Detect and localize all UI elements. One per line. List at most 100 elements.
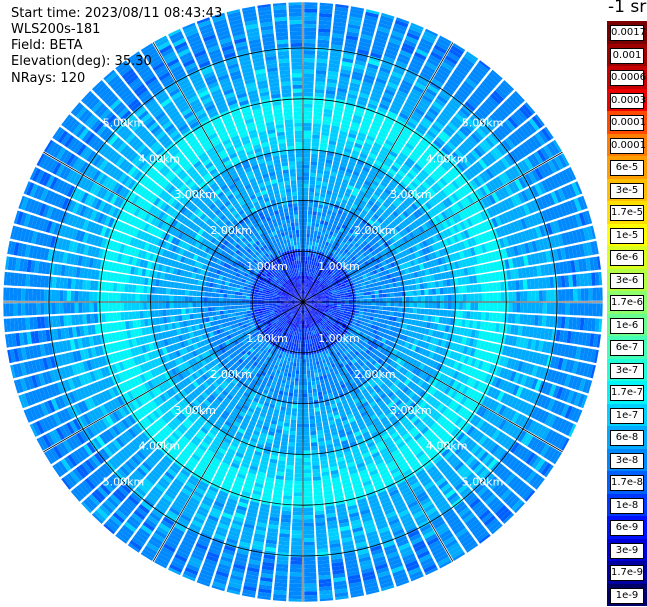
range-gate-cell (505, 494, 518, 506)
range-gate-cell (342, 315, 347, 319)
range-gate-cell (166, 281, 172, 288)
range-gate-cell (294, 381, 299, 386)
range-gate-cell (350, 338, 356, 343)
range-gate-cell (435, 477, 447, 487)
range-gate-cell (408, 313, 413, 319)
range-gate-cell (531, 302, 536, 314)
range-gate-cell (257, 308, 262, 312)
range-gate-cell (306, 358, 310, 363)
range-gate-cell (306, 370, 311, 375)
range-gate-cell (310, 304, 314, 306)
range-gate-cell (337, 317, 342, 321)
range-gate-cell (299, 328, 302, 333)
range-gate-cell (433, 323, 439, 330)
range-gate-cell (527, 351, 534, 363)
range-gate-cell (242, 289, 248, 293)
range-gate-cell (348, 304, 353, 307)
range-gate-cell (485, 425, 495, 436)
range-gate-cell (311, 377, 316, 382)
range-gate-cell (104, 302, 109, 312)
range-gate-cell (355, 322, 360, 327)
range-gate-cell (307, 343, 310, 348)
range-gate-cell (466, 377, 474, 387)
range-gate-cell (335, 326, 340, 331)
range-gate-cell (288, 353, 292, 358)
range-gate-cell (303, 404, 309, 409)
range-gate-cell (204, 292, 209, 297)
range-gate-cell (131, 293, 136, 302)
range-gate-cell (281, 510, 292, 515)
range-gate-cell (344, 308, 349, 312)
range-gate-cell (392, 349, 398, 355)
range-gate-cell (318, 395, 324, 400)
range-gate-cell (478, 330, 484, 340)
range-gate-cell (162, 316, 168, 324)
range-gate-cell (32, 288, 37, 301)
range-gate-cell (250, 307, 254, 311)
range-gate-cell (510, 459, 522, 472)
range-gate-cell (402, 432, 411, 441)
range-gate-cell (334, 314, 339, 318)
range-gate-cell (509, 359, 517, 370)
range-gate-cell (294, 354, 298, 359)
range-gate-cell (523, 302, 528, 313)
range-gate-cell (174, 282, 179, 289)
range-gate-cell (242, 292, 247, 296)
range-gate-cell (339, 333, 345, 338)
range-gate-cell (289, 388, 294, 393)
range-gate-cell (306, 332, 309, 337)
range-gate-cell (234, 295, 239, 299)
range-gate-cell (454, 461, 464, 472)
range-gate-cell (238, 305, 243, 309)
range-gate-cell (322, 312, 327, 316)
range-gate-cell (461, 336, 467, 345)
range-gate-cell (169, 295, 174, 302)
range-gate-cell (297, 351, 301, 356)
range-gate-cell (567, 375, 575, 389)
range-gate-cell (424, 308, 429, 315)
range-gate-cell (212, 316, 218, 321)
range-gate-cell (473, 416, 482, 427)
range-gate-cell (325, 315, 330, 319)
range-gate-cell (484, 373, 492, 384)
range-gate-cell (181, 314, 187, 321)
range-gate-cell (356, 302, 361, 305)
range-gate-cell (284, 368, 289, 373)
range-gate-cell (78, 314, 84, 325)
range-gate-cell (431, 344, 437, 352)
range-gate-cell (456, 353, 463, 362)
range-gate-cell (286, 461, 294, 466)
range-gate-cell (315, 316, 319, 320)
range-gate-cell (306, 362, 310, 367)
range-gate-cell (401, 418, 410, 426)
range-gate-cell (476, 321, 481, 330)
range-gate-cell (303, 442, 310, 447)
range-gate-cell (339, 344, 344, 350)
range-gate-cell (109, 312, 114, 322)
range-gate-cell (492, 481, 504, 493)
range-gate-cell (316, 533, 327, 538)
range-gate-cell (455, 382, 463, 391)
range-gate-cell (333, 322, 339, 327)
range-gate-cell (332, 310, 337, 313)
range-gate-cell (365, 335, 371, 340)
range-gate-cell (432, 353, 438, 361)
range-gate-cell (303, 488, 313, 493)
range-gate-cell (353, 316, 359, 320)
range-gate-cell (300, 359, 303, 363)
range-gate-cell (474, 503, 486, 515)
range-gate-cell (361, 364, 368, 370)
range-gate-cell (491, 354, 498, 364)
range-gate-cell (559, 330, 565, 343)
range-gate-cell (295, 461, 303, 466)
range-gate-cell (352, 307, 356, 311)
range-gate-cell (411, 429, 420, 438)
range-gate-cell (335, 332, 340, 337)
range-gate-cell (364, 330, 369, 335)
range-gate-cell (466, 302, 471, 311)
range-gate-cell (505, 455, 516, 467)
range-gate-cell (55, 303, 60, 314)
range-gate-cell (558, 419, 568, 433)
range-gate-cell (170, 281, 175, 288)
range-gate-cell (453, 429, 463, 440)
